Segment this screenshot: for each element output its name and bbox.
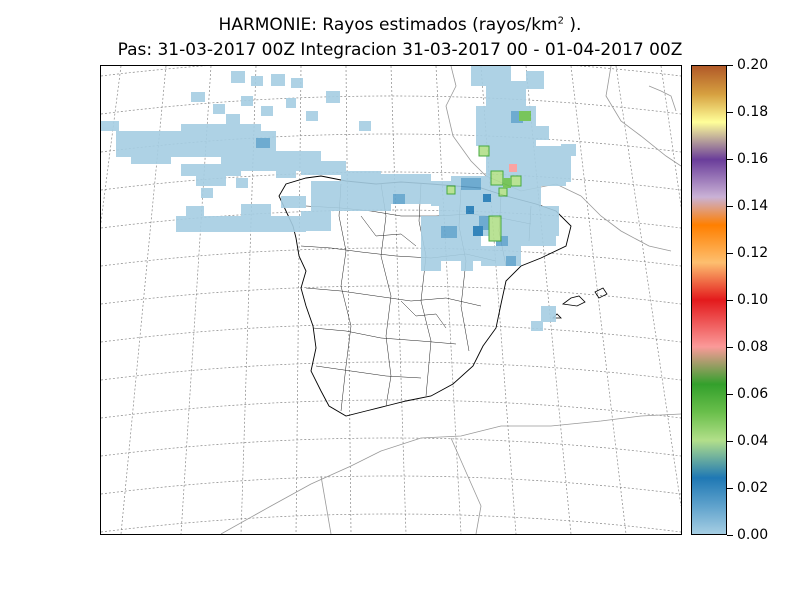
colorbar-tick-mark: [727, 252, 733, 254]
colorbar-tick-mark: [727, 205, 733, 207]
title-superscript: 2: [557, 15, 564, 27]
map-title-line1: HARMONIE: Rayos estimados (rayos/km2 ).: [0, 15, 800, 35]
map-panel[interactable]: [60, 58, 722, 535]
colorbar-tick-mark: [727, 111, 733, 113]
colorbar-tick-mark: [727, 440, 733, 442]
colorbar-tick-label: 0.14: [737, 198, 769, 214]
map-canvas: [60, 58, 722, 535]
map-title-line2: Pas: 31-03-2017 00Z Integracion 31-03-20…: [117, 40, 683, 60]
lightning-field: [101, 66, 576, 331]
coastline-europe: [220, 65, 682, 535]
title-suffix: ).: [564, 15, 582, 35]
colorbar-tick-label: 0.00: [737, 527, 769, 543]
colorbar-tick-mark: [727, 158, 733, 160]
colorbar-tick-label: 0.02: [737, 480, 769, 496]
colorbar-tick-label: 0.10: [737, 292, 769, 308]
colorbar-tick-label: 0.08: [737, 339, 769, 355]
colorbar-tick-label: 0.12: [737, 245, 769, 261]
colorbar: [691, 65, 727, 535]
title-text: HARMONIE: Rayos estimados (rayos/km: [218, 15, 558, 35]
colorbar-tick-mark: [727, 393, 733, 395]
colorbar-tick-mark: [727, 487, 733, 489]
colorbar-tick-label: 0.04: [737, 433, 769, 449]
colorbar-tick-mark: [727, 64, 733, 66]
colorbar-tick-mark: [727, 299, 733, 301]
colorbar-tick-label: 0.06: [737, 386, 769, 402]
colorbar-tick-label: 0.18: [737, 104, 769, 120]
colorbar-tick-label: 0.16: [737, 151, 769, 167]
colorbar-tick-label: 0.20: [737, 57, 769, 73]
colorbar-tick-mark: [727, 346, 733, 348]
colorbar-tick-mark: [727, 534, 733, 536]
